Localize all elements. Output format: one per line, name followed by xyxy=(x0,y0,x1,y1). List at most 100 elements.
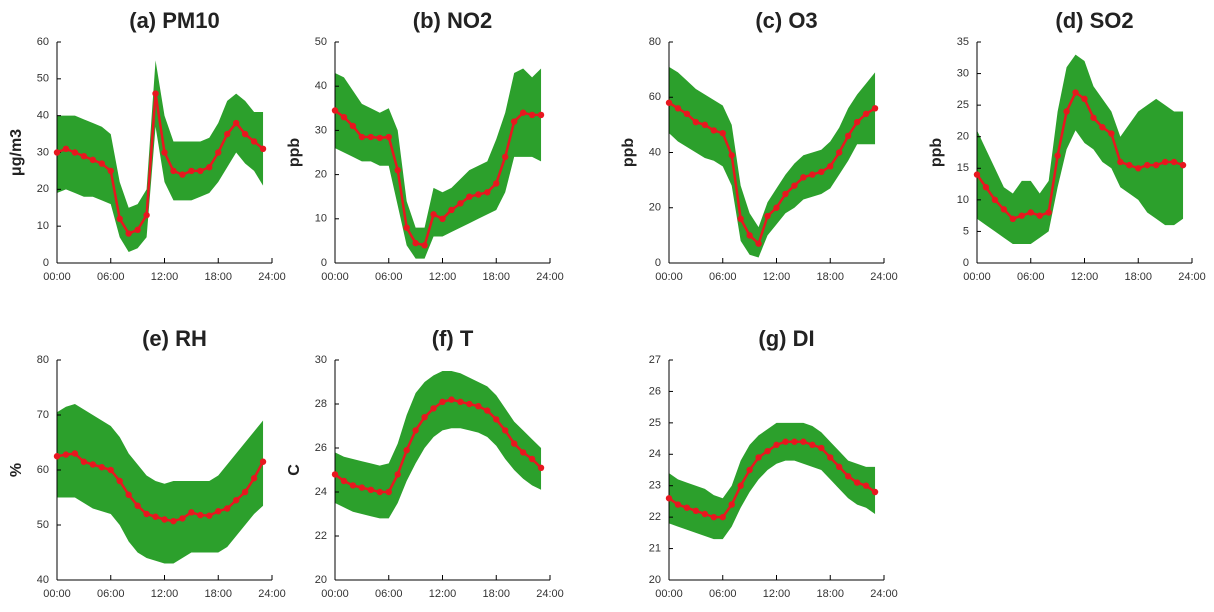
marker xyxy=(107,167,114,175)
marker xyxy=(224,130,231,138)
x-tick-label: 00:00 xyxy=(43,588,71,600)
marker xyxy=(1161,158,1169,166)
y-tick-label: 28 xyxy=(315,398,327,410)
marker xyxy=(1126,161,1133,169)
marker xyxy=(134,226,141,234)
marker xyxy=(519,449,527,456)
marker xyxy=(818,444,825,452)
marker xyxy=(519,109,527,116)
marker xyxy=(528,455,536,463)
marker xyxy=(385,133,392,141)
panel-title: (d) SO2 xyxy=(1055,8,1133,33)
y-tick-label: 24 xyxy=(649,448,661,460)
marker xyxy=(152,513,159,520)
marker xyxy=(809,171,816,178)
x-tick-label: 18:00 xyxy=(1124,271,1152,283)
marker xyxy=(358,484,366,491)
marker xyxy=(755,454,762,461)
marker xyxy=(510,440,518,447)
y-tick-label: 35 xyxy=(957,36,969,48)
marker xyxy=(125,491,132,498)
marker xyxy=(853,118,861,126)
marker xyxy=(179,171,186,178)
y-tick-label: 26 xyxy=(649,385,661,397)
x-tick-label: 24:00 xyxy=(870,588,898,600)
panel-title: (c) O3 xyxy=(755,8,817,33)
x-tick-label: 24:00 xyxy=(536,588,564,600)
marker xyxy=(1027,209,1034,216)
marker xyxy=(484,189,491,196)
marker xyxy=(188,509,195,516)
marker xyxy=(340,113,348,121)
y-tick-label: 30 xyxy=(315,354,327,366)
marker xyxy=(692,507,700,515)
marker xyxy=(1063,108,1070,115)
marker xyxy=(1081,95,1088,103)
marker xyxy=(746,232,753,239)
marker xyxy=(537,111,545,119)
marker xyxy=(1117,158,1124,166)
marker xyxy=(701,121,709,129)
y-tick-label: 30 xyxy=(37,146,49,158)
marker xyxy=(728,501,735,508)
x-tick-label: 18:00 xyxy=(816,271,844,283)
marker xyxy=(116,477,123,485)
marker xyxy=(116,215,123,222)
y-tick-label: 30 xyxy=(957,67,969,79)
x-tick-label: 18:00 xyxy=(482,271,510,283)
panel-title: (b) NO2 xyxy=(413,8,492,33)
y-tick-label: 26 xyxy=(315,442,327,454)
marker xyxy=(62,451,70,458)
x-tick-label: 18:00 xyxy=(816,588,844,600)
marker xyxy=(1152,161,1160,169)
marker xyxy=(710,513,717,521)
marker xyxy=(376,134,383,142)
y-tick-label: 10 xyxy=(957,194,969,206)
panel-title: (e) RH xyxy=(142,326,207,351)
marker xyxy=(457,200,464,207)
marker xyxy=(224,505,231,512)
marker xyxy=(862,110,870,118)
marker xyxy=(394,471,401,478)
x-tick-label: 06:00 xyxy=(1017,271,1045,283)
marker xyxy=(665,495,673,502)
x-tick-label: 24:00 xyxy=(1178,271,1206,283)
marker xyxy=(827,454,834,461)
y-tick-label: 0 xyxy=(963,257,969,269)
marker xyxy=(1054,152,1061,159)
x-tick-label: 18:00 xyxy=(204,271,232,283)
x-tick-label: 06:00 xyxy=(375,271,403,283)
marker xyxy=(89,156,97,164)
x-tick-label: 12:00 xyxy=(1071,271,1099,283)
y-tick-label: 60 xyxy=(37,464,49,476)
marker xyxy=(421,414,428,421)
marker xyxy=(259,145,267,153)
y-tick-label: 20 xyxy=(315,574,327,586)
marker xyxy=(98,464,105,471)
marker xyxy=(493,416,500,423)
marker xyxy=(152,90,159,97)
marker xyxy=(746,466,753,474)
y-tick-label: 5 xyxy=(963,225,969,237)
y-tick-label: 50 xyxy=(37,73,49,85)
marker xyxy=(349,482,357,489)
marker xyxy=(844,132,852,140)
marker xyxy=(1108,130,1115,137)
marker xyxy=(430,211,437,218)
marker xyxy=(493,180,500,187)
marker xyxy=(250,475,258,482)
x-tick-label: 24:00 xyxy=(870,271,898,283)
marker xyxy=(89,461,97,468)
marker xyxy=(125,230,132,237)
marker xyxy=(764,447,771,455)
marker xyxy=(206,164,213,171)
marker xyxy=(1144,161,1151,169)
x-tick-label: 00:00 xyxy=(963,271,991,283)
marker xyxy=(1170,158,1178,166)
marker xyxy=(53,149,61,156)
marker xyxy=(1072,89,1079,96)
x-tick-label: 00:00 xyxy=(655,271,683,283)
marker xyxy=(737,482,744,489)
marker xyxy=(143,510,150,518)
marker xyxy=(439,215,446,222)
